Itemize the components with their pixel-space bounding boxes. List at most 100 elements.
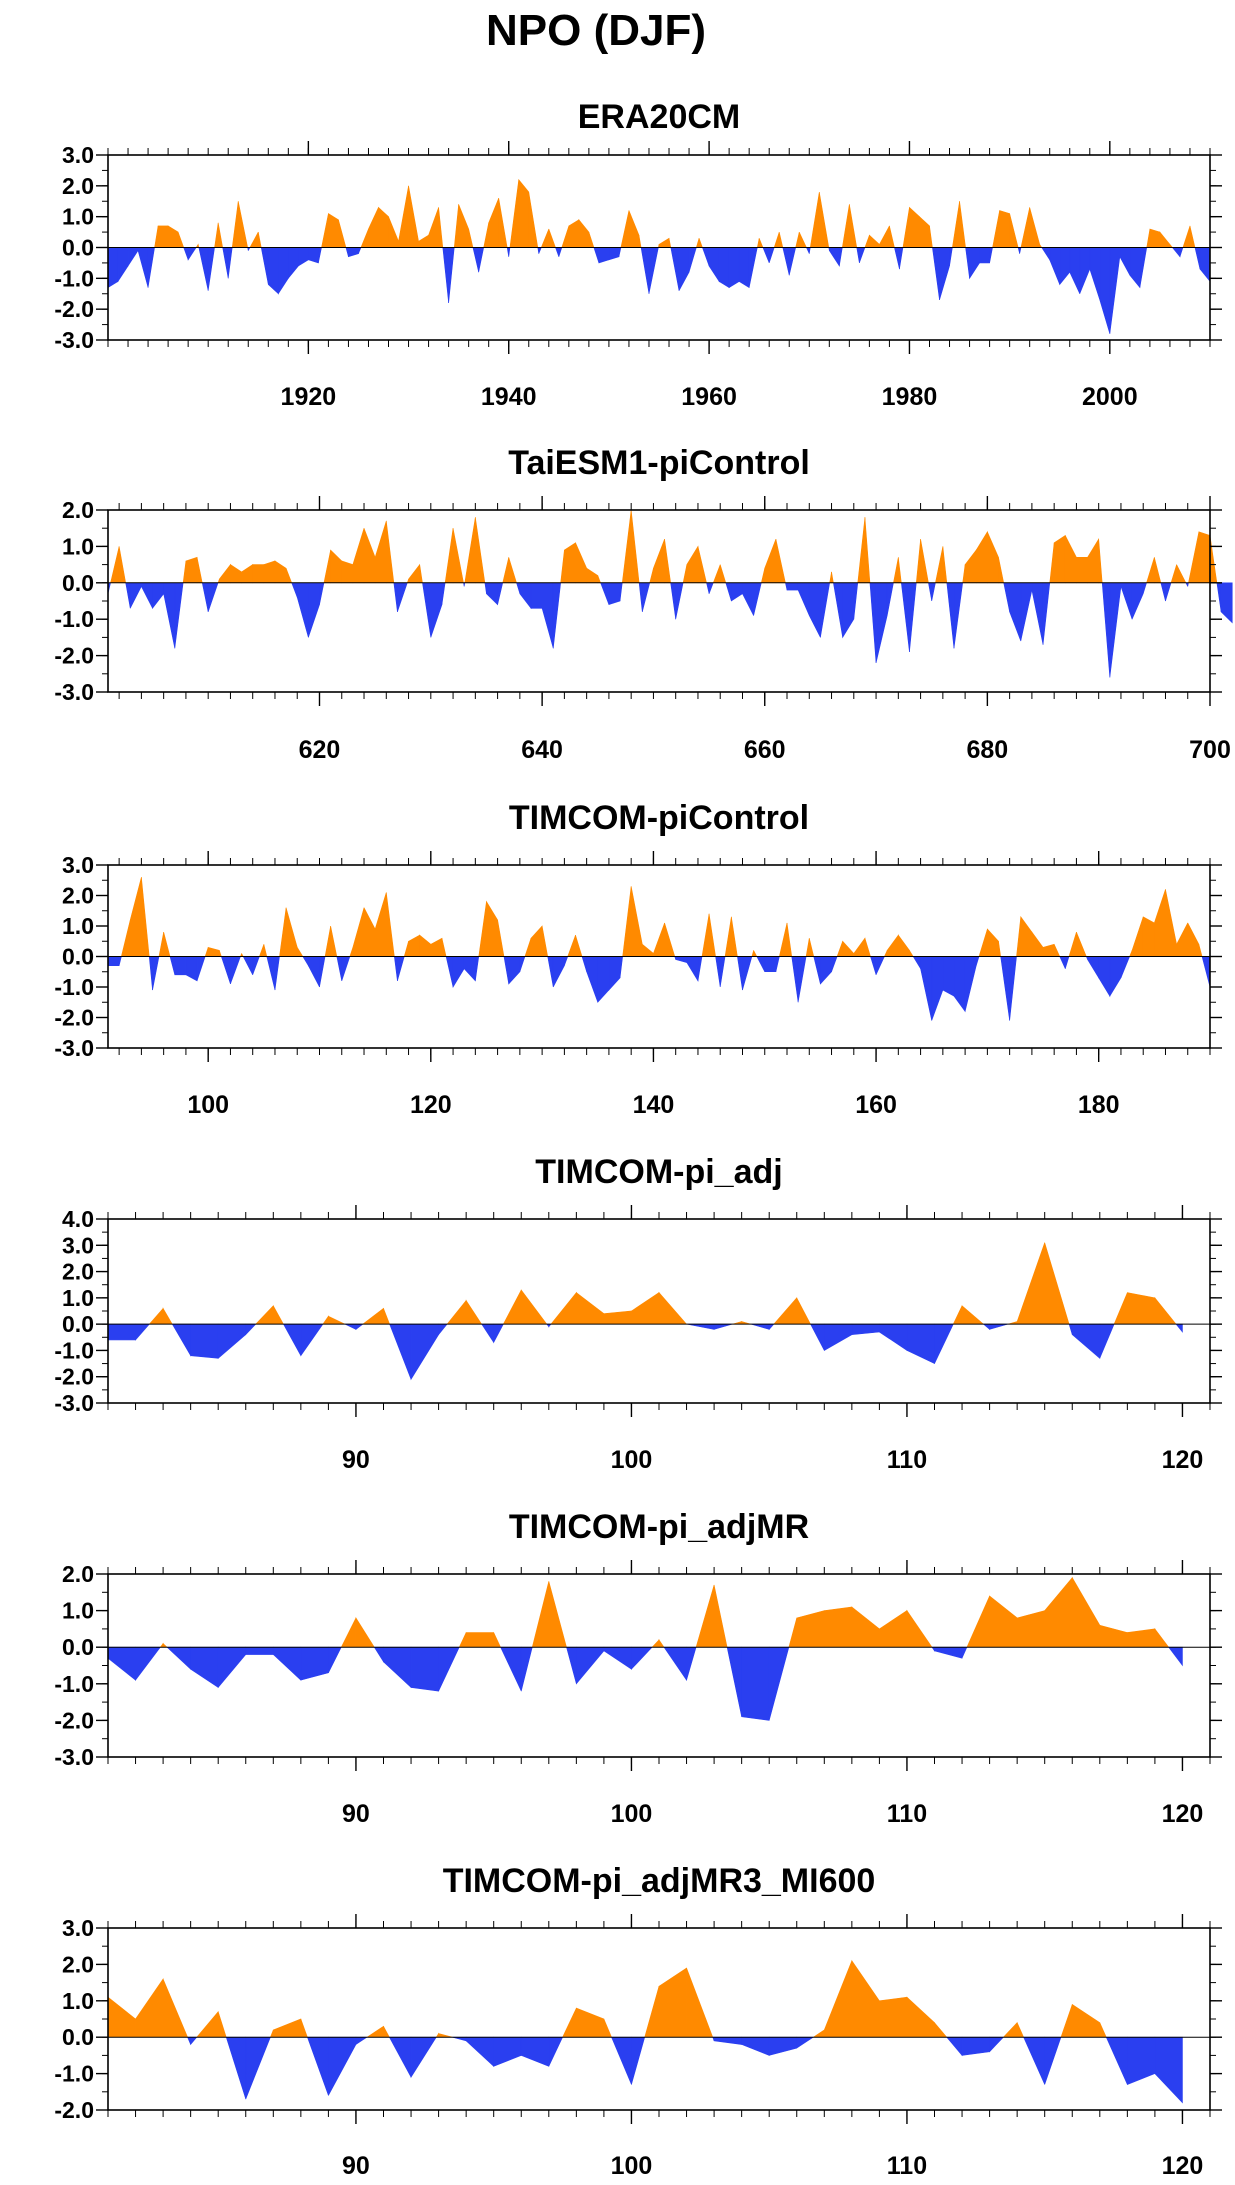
negative-area (355, 1323, 364, 1331)
positive-area (851, 1606, 880, 1648)
negative-area (500, 1646, 522, 1692)
negative-area (1129, 247, 1141, 289)
negative-area (1044, 2036, 1062, 2085)
negative-area (201, 582, 209, 612)
positive-area (257, 232, 262, 248)
positive-area (824, 1960, 853, 2038)
positive-area (560, 550, 565, 584)
negative-area (791, 956, 799, 1003)
negative-area (768, 1323, 775, 1331)
negative-area (842, 582, 855, 639)
negative-area (1127, 2036, 1156, 2085)
positive-area (269, 2029, 274, 2038)
negative-area (163, 582, 176, 649)
positive-area (578, 218, 590, 248)
positive-area (1042, 943, 1055, 957)
negative-area (670, 247, 680, 291)
positive-area (419, 564, 423, 584)
ytick-label: -2.0 (54, 296, 94, 322)
negative-area (686, 956, 699, 982)
positive-area (323, 549, 331, 584)
positive-area (809, 191, 820, 248)
positive-area (296, 946, 304, 957)
positive-area (653, 922, 665, 957)
positive-area (621, 509, 632, 584)
negative-area (207, 247, 215, 291)
negative-area (548, 2036, 564, 2067)
positive-area (586, 567, 599, 584)
positive-area (915, 539, 921, 584)
negative-area (183, 247, 189, 260)
negative-area (169, 956, 176, 975)
negative-area (1105, 2036, 1128, 2085)
xtick-label: 90 (342, 1446, 370, 1474)
negative-area (859, 247, 866, 264)
positive-area (898, 557, 902, 584)
positive-area (588, 231, 595, 248)
positive-area (851, 1959, 880, 2038)
negative-area (853, 582, 859, 620)
negative-area (726, 1646, 742, 1717)
negative-area (266, 956, 276, 991)
positive-area (575, 935, 583, 957)
positive-area (524, 938, 532, 957)
positive-area (453, 204, 459, 248)
positive-area (349, 947, 354, 957)
negative-area (318, 247, 322, 263)
negative-area (581, 956, 587, 972)
negative-area (931, 956, 944, 1021)
positive-area (712, 564, 721, 584)
negative-area (831, 956, 838, 972)
negative-area (1109, 582, 1122, 678)
negative-area (713, 1323, 733, 1330)
positive-area (374, 520, 387, 584)
negative-area (1154, 2036, 1183, 2104)
negative-area (481, 1323, 494, 1344)
negative-area (697, 956, 703, 981)
positive-area (368, 207, 379, 248)
negative-area (397, 956, 405, 981)
positive-area (999, 210, 1010, 248)
negative-area (355, 2036, 368, 2046)
positive-area (528, 191, 539, 248)
negative-area (869, 582, 877, 663)
negative-area (1087, 956, 1099, 979)
positive-area (989, 1595, 1018, 1648)
xtick-label: 90 (342, 2152, 370, 2180)
negative-area (619, 956, 623, 978)
negative-area (291, 582, 298, 598)
positive-area (697, 546, 707, 584)
negative-area (808, 247, 811, 254)
panel-2: TaiESM1-piControl -3.0 -2.0 -1.0 0.0 1.0 2.0 62… (54, 444, 1233, 764)
negative-area (875, 956, 885, 975)
positive-area (478, 901, 487, 957)
positive-area (530, 925, 543, 957)
positive-area (1159, 231, 1171, 248)
positive-area (879, 1996, 908, 2038)
negative-area (358, 247, 362, 254)
negative-area (225, 2036, 247, 2100)
positive-area (1076, 931, 1087, 957)
positive-area (321, 213, 329, 248)
xtick-label: 1960 (681, 383, 737, 411)
ytick-label: -2.0 (54, 643, 94, 669)
positive-area (775, 539, 786, 584)
positive-area (1176, 564, 1187, 584)
positive-area (853, 937, 866, 957)
positive-area (658, 1638, 665, 1648)
positive-area (849, 204, 858, 248)
ytick-label: 4.0 (62, 1206, 94, 1232)
positive-area (518, 178, 530, 248)
positive-area (1009, 213, 1019, 248)
positive-area (237, 201, 248, 248)
positive-area (628, 210, 640, 248)
positive-area (836, 941, 843, 957)
positive-area (162, 1642, 168, 1648)
positive-area (1002, 2021, 1018, 2038)
positive-area (786, 922, 793, 957)
positive-area (564, 542, 576, 584)
negative-area (463, 956, 476, 982)
negative-area (875, 582, 888, 663)
positive-area (758, 238, 764, 248)
positive-area (642, 943, 654, 957)
